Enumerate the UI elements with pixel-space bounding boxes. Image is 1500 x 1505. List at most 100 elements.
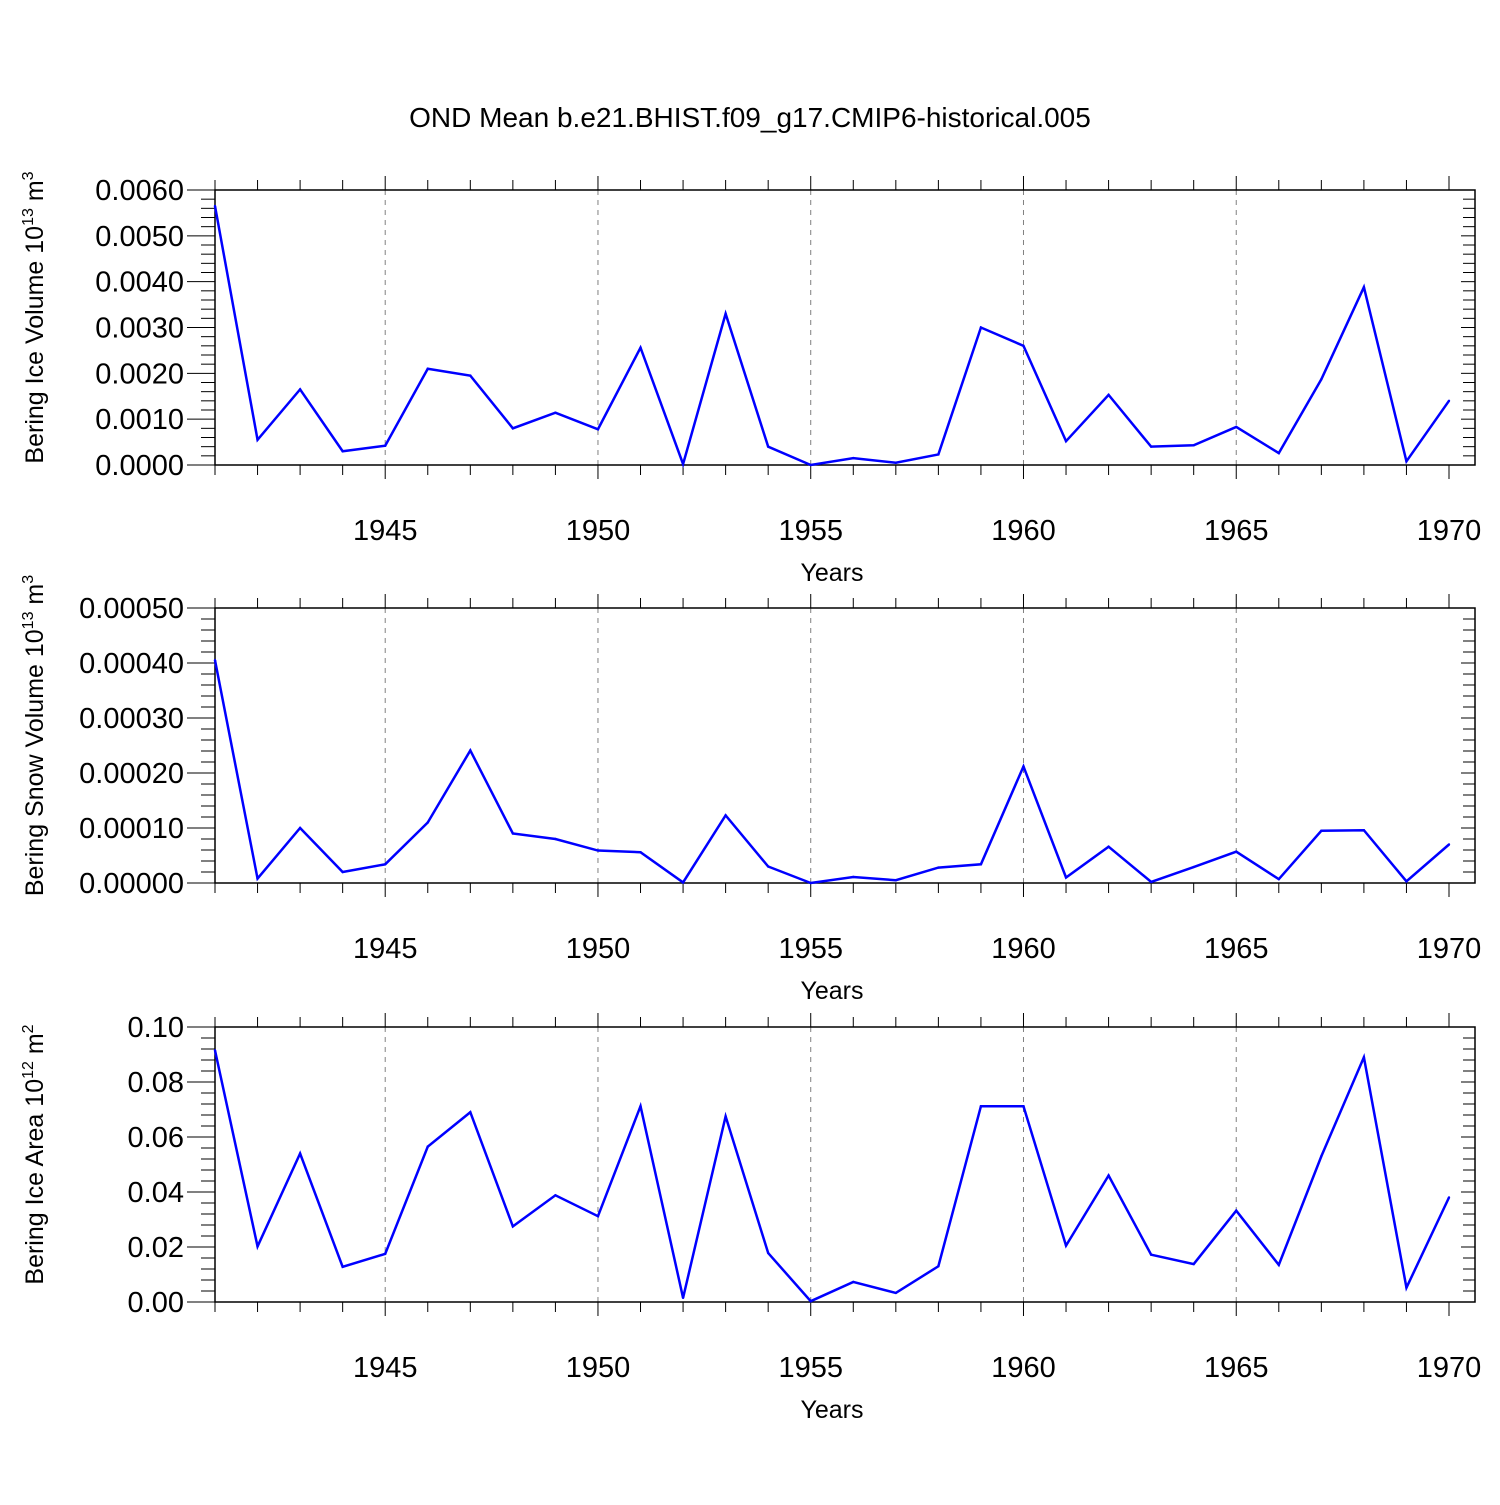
data-point [1320, 1155, 1323, 1158]
x-axis-label: Years [800, 559, 863, 587]
x-tick-label: 1945 [353, 1352, 418, 1384]
data-point [1064, 1244, 1068, 1247]
data-point [894, 879, 898, 882]
y-tick-label: 0.04 [128, 1177, 184, 1209]
x-tick-label: 1965 [1204, 515, 1269, 547]
data-point [1277, 451, 1280, 455]
x-axis-label: Years [800, 1396, 863, 1424]
data-point [1149, 880, 1153, 884]
y-axis-label-unit-exponent: 3 [20, 171, 37, 180]
data-point [298, 1152, 302, 1155]
data-point [213, 204, 217, 208]
x-tick-label: 1945 [353, 933, 418, 965]
data-point [1192, 1262, 1195, 1266]
data-point [766, 865, 770, 868]
data-point [511, 832, 515, 835]
data-point [979, 1105, 983, 1108]
y-axis-label-text: Bering Ice Volume 10 [21, 226, 49, 464]
data-point [256, 438, 259, 441]
y-tick-label: 0.00020 [79, 758, 184, 790]
data-point [639, 851, 642, 854]
y-tick-label: 0.0030 [95, 313, 184, 345]
series-line [213, 1050, 1451, 1303]
data-point [937, 453, 940, 456]
data-point [469, 1111, 472, 1114]
x-tick-label: 1970 [1417, 933, 1482, 965]
y-axis-label-exponent: 13 [20, 611, 37, 629]
data-point [511, 427, 515, 430]
data-point [852, 875, 855, 879]
x-tick-label: 1970 [1417, 515, 1482, 547]
y-tick-label: 0.0000 [95, 450, 184, 482]
x-tick-label: 1960 [991, 1352, 1056, 1384]
data-point [1149, 445, 1153, 448]
y-axis-label-unit: m [21, 584, 49, 612]
x-tick-label: 1945 [353, 515, 418, 547]
x-tick-label: 1950 [566, 1352, 631, 1384]
x-axis-label: Years [800, 977, 863, 1005]
x-tick-label: 1955 [778, 933, 843, 965]
data-point [213, 659, 217, 662]
data-point [809, 463, 812, 467]
data-point [511, 1225, 515, 1228]
data-point [1235, 850, 1238, 853]
data-point [256, 877, 259, 880]
data-point [596, 1215, 600, 1218]
data-point [766, 445, 770, 448]
y-tick-label: 0.02 [128, 1232, 184, 1264]
x-tick-label: 1960 [991, 933, 1056, 965]
data-point [724, 312, 727, 315]
plot-frame [214, 1026, 1476, 1303]
data-point [1149, 1253, 1153, 1256]
data-point [937, 866, 940, 869]
chart-panel-3: 1945 1950 1955 1960 1965 1970 0.00 0.02 0.04 0.06… [20, 1012, 1481, 1424]
data-point [1235, 1209, 1238, 1212]
x-tick-label: 1950 [566, 515, 631, 547]
data-point [1277, 1263, 1280, 1267]
y-tick-label: 0.0050 [95, 221, 184, 253]
data-point [384, 444, 387, 447]
y-tick-label: 0.00010 [79, 813, 184, 845]
y-tick-label: 0.0020 [95, 358, 184, 390]
y-axis-label-unit-exponent: 3 [20, 575, 37, 584]
y-axis-label-text: Bering Snow Volume 10 [21, 629, 49, 896]
data-point [639, 1105, 642, 1108]
data-point [1447, 843, 1451, 846]
data-point [341, 870, 344, 874]
y-axis-label: Bering Ice Volume 1013 m3 [20, 171, 49, 463]
y-tick-label: 0.00000 [79, 868, 184, 900]
data-point [1362, 1056, 1366, 1059]
x-tick-label: 1965 [1204, 1352, 1269, 1384]
data-point [384, 863, 387, 866]
y-axis-label-unit: m [21, 180, 49, 208]
data-point [639, 346, 642, 349]
data-point [894, 1291, 898, 1295]
data-point [341, 450, 344, 453]
data-point [724, 814, 727, 817]
data-point [979, 326, 983, 329]
data-point [852, 1280, 855, 1284]
data-point [1022, 344, 1025, 348]
data-point [724, 1115, 727, 1118]
data-point [681, 881, 685, 884]
y-axis-label-unit: m [21, 1033, 49, 1061]
data-point [1405, 1286, 1408, 1289]
data-point [298, 388, 302, 391]
data-point [1320, 378, 1323, 381]
chart-panel-1: 1945 1950 1955 1960 1965 1970 0.0000 0.0010 0.00… [20, 171, 1481, 587]
data-point [554, 1194, 557, 1197]
data-point [894, 461, 898, 464]
y-axis-label-text: Bering Ice Area 10 [21, 1079, 49, 1285]
data-point [1235, 425, 1238, 429]
series-line [213, 660, 1450, 885]
y-axis-label-exponent: 13 [20, 208, 37, 226]
data-point [341, 1265, 344, 1269]
chart-panel-2: 1945 1950 1955 1960 1965 1970 0.00000 0.00010 0.… [20, 575, 1481, 1005]
data-point [937, 1265, 940, 1268]
data-point [1362, 285, 1366, 289]
data-point [469, 374, 472, 377]
data-point [1447, 399, 1451, 403]
data-point [1277, 877, 1280, 881]
